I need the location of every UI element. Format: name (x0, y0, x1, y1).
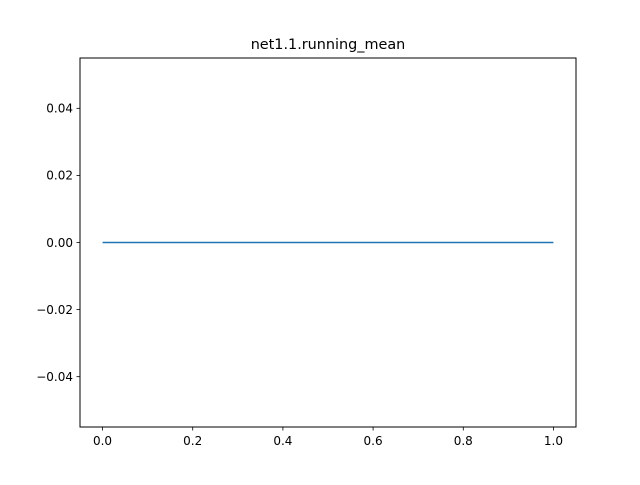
x-tick-label: 1.0 (544, 434, 563, 448)
x-tick-label: 0.6 (364, 434, 383, 448)
y-tick-label: 0.02 (46, 169, 73, 183)
x-tick-label: 0.2 (183, 434, 202, 448)
y-tick-label: 0.04 (46, 102, 73, 116)
y-tick-label: 0.00 (46, 236, 73, 250)
chart-title: net1.1.running_mean (251, 37, 406, 53)
x-axis: 0.0 0.2 0.4 0.6 0.8 1.0 (93, 427, 563, 448)
y-tick-label: −0.04 (36, 370, 73, 384)
y-tick-label: −0.02 (36, 303, 73, 317)
x-tick-label: 0.0 (93, 434, 112, 448)
x-tick-label: 0.8 (454, 434, 473, 448)
y-axis: 0.04 0.02 0.00 −0.02 −0.04 (36, 102, 80, 384)
x-tick-label: 0.4 (273, 434, 292, 448)
